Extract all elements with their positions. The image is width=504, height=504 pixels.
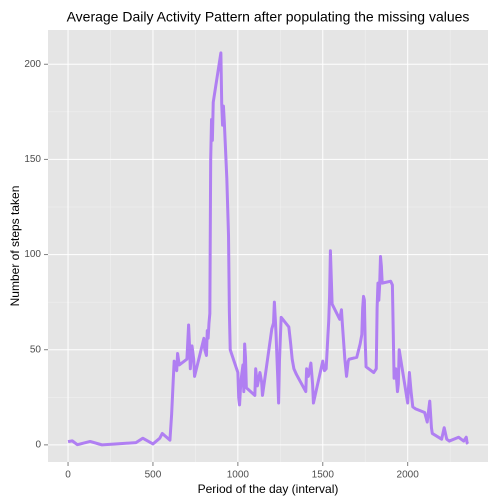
x-tick-label: 1500 bbox=[312, 470, 335, 481]
y-axis-label: Number of steps taken bbox=[8, 186, 22, 307]
y-tick-label: 0 bbox=[35, 440, 41, 451]
x-axis-label: Period of the day (interval) bbox=[198, 482, 339, 496]
line-series bbox=[67, 51, 470, 447]
plot-panel bbox=[48, 30, 488, 462]
y-tick-label: 50 bbox=[30, 344, 42, 355]
x-tick-label: 0 bbox=[65, 470, 71, 481]
chart-title: Average Daily Activity Pattern after pop… bbox=[67, 9, 470, 25]
y-tick-label: 100 bbox=[24, 249, 41, 260]
x-tick-label: 500 bbox=[145, 470, 162, 481]
x-tick-label: 2000 bbox=[397, 470, 420, 481]
y-tick-label: 200 bbox=[24, 59, 41, 70]
y-tick-label: 150 bbox=[24, 154, 41, 165]
x-tick-label: 1000 bbox=[227, 470, 250, 481]
